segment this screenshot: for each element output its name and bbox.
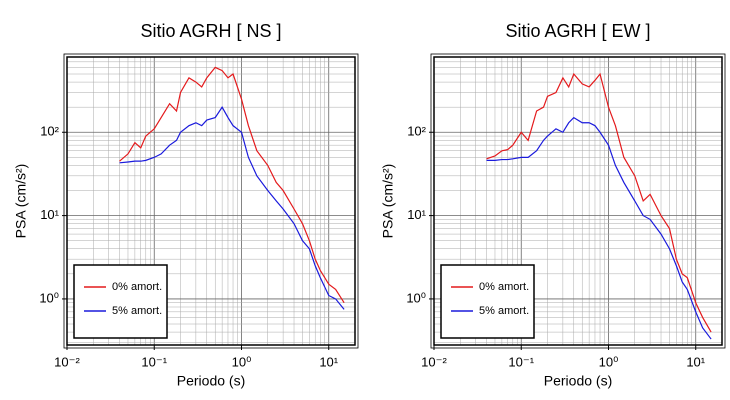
- plot-frame: [66, 56, 356, 346]
- y-axis-label: PSA (cm/s²): [380, 164, 396, 239]
- series-line: [486, 116, 712, 340]
- legend-label: 5% amort.: [112, 305, 162, 317]
- x-tick-label: 10¹: [319, 354, 338, 369]
- series-line: [486, 72, 712, 333]
- y-tick-label: 10²: [407, 124, 426, 139]
- legend-label: 5% amort.: [479, 305, 529, 317]
- x-tick-label: 10⁻¹: [508, 354, 534, 369]
- chart-title: Sitio AGRH [ EW ]: [505, 21, 650, 41]
- series-line: [119, 106, 345, 310]
- legend-label: 0% amort.: [479, 281, 529, 293]
- y-tick-label: 10⁰: [39, 290, 59, 305]
- chart: Sitio AGRH [ EW ] Periodo (s) PSA (cm/s²) 1…: [380, 21, 726, 389]
- x-axis-label: Periodo (s): [177, 373, 245, 389]
- plot-frame-outer: [430, 53, 726, 349]
- y-axis-label: PSA (cm/s²): [13, 164, 29, 239]
- x-tick-label: 10⁻¹: [141, 354, 167, 369]
- y-tick-label: 10¹: [407, 207, 426, 222]
- plot-frame: [433, 56, 723, 346]
- y-tick-label: 10⁰: [406, 290, 426, 305]
- x-tick-label: 10⁰: [599, 354, 619, 369]
- x-tick-label: 10¹: [686, 354, 705, 369]
- x-tick-label: 10⁰: [232, 354, 252, 369]
- series-line: [119, 66, 345, 304]
- y-tick-label: 10¹: [40, 207, 59, 222]
- plot-frame-outer: [63, 53, 359, 349]
- legend-box: [73, 264, 168, 339]
- x-tick-label: 10⁻²: [421, 354, 447, 369]
- chart: Sitio AGRH [ NS ] Periodo (s) PSA (cm/s²) 1…: [13, 21, 359, 389]
- x-axis-label: Periodo (s): [544, 373, 612, 389]
- legend-box: [440, 264, 535, 339]
- legend-label: 0% amort.: [112, 281, 162, 293]
- y-tick-label: 10²: [40, 124, 59, 139]
- x-tick-label: 10⁻²: [54, 354, 80, 369]
- chart-title: Sitio AGRH [ NS ]: [140, 21, 281, 41]
